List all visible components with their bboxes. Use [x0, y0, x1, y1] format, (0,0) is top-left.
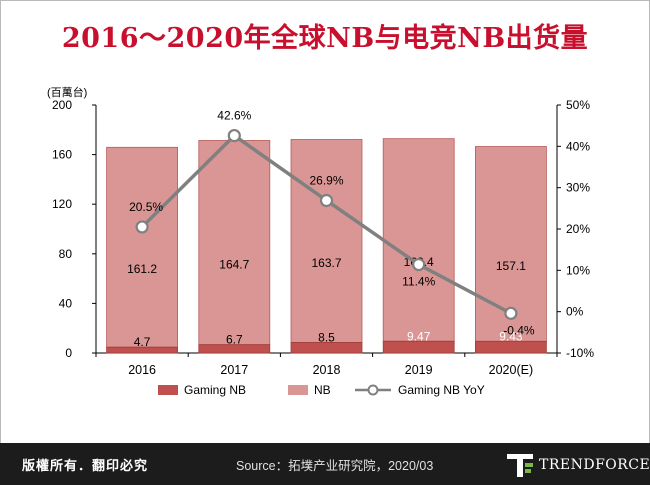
y-right-tick-label: -10% [566, 346, 594, 360]
trendforce-logo-icon [507, 454, 533, 477]
y-left-tick-label: 200 [52, 98, 72, 112]
chart-title: 2016～2020年全球NB与电竞NB出货量 [61, 23, 589, 54]
logo-text: TRENDFORCE [539, 457, 650, 473]
legend-marker-yoy [367, 384, 379, 396]
legend-label-yoy: Gaming NB YoY [398, 383, 485, 397]
legend-label-nb: NB [314, 383, 331, 397]
legend-label-gaming-nb: Gaming NB [184, 383, 246, 397]
bar-gaming-nb [106, 346, 178, 354]
chart-area: (百萬台) 0 40 80 120 160 200 -10% 0% 10% 20% 30% 40% 50%… [0, 80, 650, 440]
bar-nb [382, 138, 455, 342]
yoy-point [135, 220, 149, 234]
gaming-nb-data-label: 9.43 [499, 329, 523, 343]
source-text: Source：拓墣产业研究院，2020/03 [236, 459, 434, 473]
y-left-tick-label: 0 [65, 346, 72, 360]
gaming-nb-data-label: 4.7 [134, 335, 151, 349]
nb-data-label: 157.1 [496, 259, 526, 273]
footer-bar: 版權所有．翻印必究 Source：拓墣产业研究院，2020/03 TRENDFO… [0, 443, 650, 485]
bar-nb [106, 146, 178, 348]
gaming-nb-data-label: 9.47 [407, 329, 431, 343]
bar-gaming-nb [382, 340, 455, 354]
y-right-tick-label: 50% [566, 98, 590, 112]
copyright-text: 版權所有．翻印必究 [22, 458, 149, 473]
bar-nb [290, 139, 363, 343]
yoy-point [227, 128, 241, 143]
y-right-tick-label: 30% [566, 181, 590, 195]
x-tick-label: 2018 [313, 363, 341, 377]
yoy-point [412, 257, 426, 272]
legend-swatch-nb [288, 385, 308, 395]
y-right-tick-label: 20% [566, 222, 590, 236]
y-right-tick-label: 40% [566, 139, 590, 153]
y-right-tick-label: 10% [566, 263, 590, 277]
y-left-tick-label: 40 [59, 296, 73, 310]
bar-gaming-nb [474, 340, 547, 354]
x-tick-label: 2016 [128, 363, 156, 377]
nb-data-label: 164.7 [219, 258, 249, 272]
yoy-data-label: 26.9% [309, 173, 343, 187]
title-bar: 2016～2020年全球NB与电竞NB出货量 [0, 0, 650, 82]
trendforce-logo: TRENDFORCE [505, 450, 650, 480]
x-tick-label: 2017 [220, 363, 248, 377]
x-tick-label: 2020(E) [489, 363, 533, 377]
yoy-data-label: 11.4% [402, 275, 435, 289]
y-axis-unit-label: (百萬台) [47, 85, 87, 99]
yoy-data-label: 20.5% [129, 200, 163, 214]
chart-svg: (百萬台) 0 40 80 120 160 200 -10% 0% 10% 20% 30% 40% 50%… [47, 85, 594, 397]
y-left-tick-label: 80 [59, 247, 73, 261]
bar-gaming-nb [198, 344, 271, 354]
yoy-point [319, 193, 334, 208]
gaming-nb-data-label: 6.7 [226, 333, 243, 347]
yoy-point [504, 306, 518, 320]
gaming-nb-data-label: 8.5 [318, 330, 335, 344]
y-right-tick-label: 0% [566, 305, 584, 319]
y-left-tick-label: 120 [52, 197, 72, 211]
yoy-data-label: -0.4% [503, 323, 535, 337]
y-left-tick-label: 160 [52, 148, 72, 162]
nb-data-label: 161.2 [127, 262, 157, 276]
legend-swatch-gaming-nb [158, 385, 178, 395]
bar-gaming-nb [290, 342, 363, 354]
nb-data-label: 163.7 [311, 256, 341, 270]
bar-nb [198, 140, 271, 346]
yoy-data-label: 42.6% [217, 109, 251, 123]
x-tick-label: 2019 [405, 363, 433, 377]
